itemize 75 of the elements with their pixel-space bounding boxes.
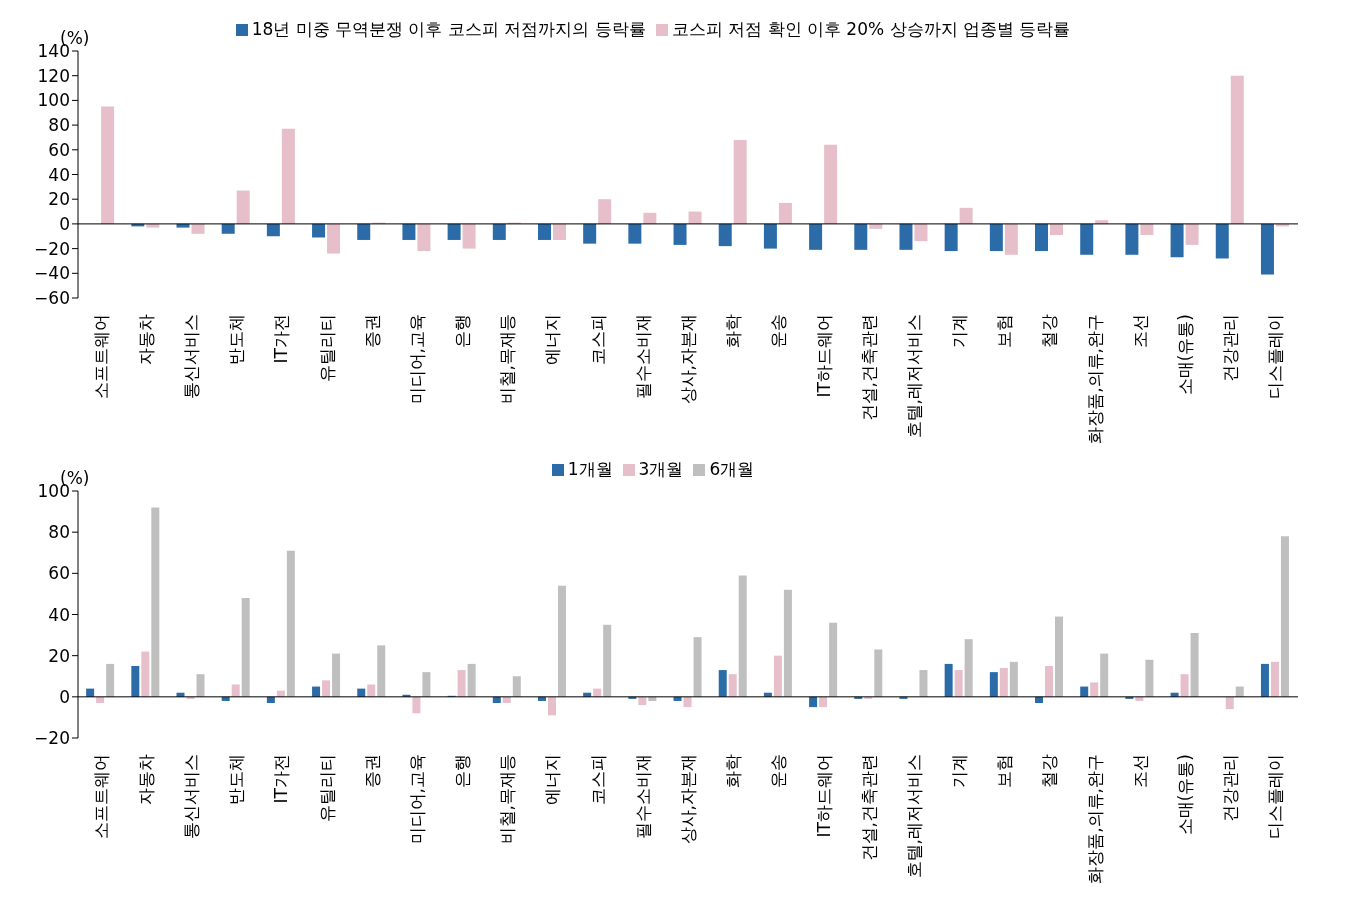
x-tick-label: 조선	[1129, 314, 1150, 348]
y-tick-label: 100	[37, 90, 70, 111]
y-tick-label: 40	[48, 164, 70, 185]
x-tick-label: 미디어,교육	[406, 314, 427, 405]
x-tick-label: 은행	[452, 314, 473, 348]
x-tick-label: IT하드웨어	[813, 754, 834, 838]
x-tick-label: 디스플레이	[1265, 314, 1286, 399]
x-tick-label: 반도체	[226, 754, 247, 805]
x-tick-label: 증권	[361, 314, 382, 348]
y-tick-label: 120	[37, 65, 70, 86]
legend-label: 18년 미중 무역분쟁 이후 코스피 저점까지의 등락률	[251, 19, 646, 39]
legend-label: 1개월	[567, 459, 613, 479]
x-tick-label: 운송	[768, 314, 789, 348]
x-tick-label: 건강관리	[1220, 754, 1241, 822]
y-tick-label: −20	[34, 238, 70, 259]
x-tick-label: 건설,건축관련	[858, 314, 879, 422]
x-tick-label: 소프트웨어	[90, 314, 111, 399]
x-tick-label: 조선	[1129, 754, 1150, 788]
x-tick-label: 상사,자본재	[678, 314, 698, 405]
x-tick-label: 디스플레이	[1265, 754, 1286, 839]
x-tick-label: IT가전	[271, 754, 292, 804]
legend-label: 6개월	[709, 459, 755, 479]
x-tick-label: 기계	[949, 754, 970, 788]
x-tick-label: 철강	[1039, 314, 1060, 348]
x-tick-label: 필수소비재	[632, 754, 653, 839]
x-tick-label: 소매(유통)	[1175, 754, 1196, 836]
x-tick-label: IT하드웨어	[813, 314, 834, 398]
x-tick-label: 에너지	[542, 314, 563, 365]
x-tick-label: 코스피	[587, 754, 608, 805]
y-tick-label: 40	[48, 604, 70, 625]
x-tick-label: 통신서비스	[180, 314, 201, 399]
y-tick-label: −40	[34, 263, 70, 284]
x-tick-label: 코스피	[587, 314, 608, 365]
x-tick-label: 반도체	[226, 314, 247, 365]
x-tick-label: 보험	[994, 754, 1015, 788]
x-tick-label: 건강관리	[1220, 314, 1241, 382]
legend-label: 코스피 저점 확인 이후 20% 상승까지 업종별 등락률	[671, 19, 1071, 39]
y-tick-label: 20	[48, 189, 70, 210]
y-tick-label: 0	[59, 213, 70, 234]
x-tick-label: IT가전	[271, 314, 292, 364]
y-tick-label: 60	[48, 563, 70, 584]
x-tick-label: 건설,건축관련	[858, 754, 879, 862]
x-tick-label: 유틸리티	[316, 754, 337, 822]
x-tick-label: 자동차	[135, 754, 156, 805]
y-tick-label: −60	[34, 288, 70, 309]
legend-label: 3개월	[638, 459, 684, 479]
x-tick-label: 미디어,교육	[406, 754, 427, 845]
x-tick-label: 화학	[723, 754, 744, 788]
x-tick-label: 유틸리티	[316, 314, 337, 382]
x-tick-label: 호텔,레저서비스	[903, 314, 924, 439]
y-tick-label: −20	[34, 728, 70, 749]
x-tick-label: 소매(유통)	[1175, 314, 1196, 396]
y-tick-label: 20	[48, 645, 70, 666]
x-tick-label: 호텔,레저서비스	[903, 754, 924, 879]
x-tick-label: 철강	[1039, 754, 1060, 788]
x-tick-label: 증권	[361, 754, 382, 788]
x-tick-label: 보험	[994, 314, 1015, 348]
x-tick-label: 자동차	[135, 314, 156, 365]
y-tick-label: 80	[48, 522, 70, 543]
x-tick-label: 상사,자본재	[678, 754, 698, 845]
x-tick-label: 비철,목재등	[497, 754, 518, 845]
y-tick-label: 80	[48, 115, 70, 136]
x-tick-label: 통신서비스	[180, 754, 201, 839]
x-tick-label: 화장품,의류,완구	[1084, 314, 1105, 444]
y-tick-label: 0	[59, 686, 70, 707]
x-tick-label: 소프트웨어	[90, 754, 111, 839]
x-tick-label: 운송	[768, 754, 789, 788]
x-tick-label: 화장품,의류,완구	[1084, 754, 1105, 884]
y-tick-label: 60	[48, 139, 70, 160]
x-tick-label: 은행	[452, 754, 473, 788]
x-tick-label: 에너지	[542, 754, 563, 805]
x-tick-label: 화학	[723, 314, 744, 348]
x-tick-label: 기계	[949, 314, 970, 348]
x-tick-label: 필수소비재	[632, 314, 653, 399]
x-tick-label: 비철,목재등	[497, 314, 518, 405]
